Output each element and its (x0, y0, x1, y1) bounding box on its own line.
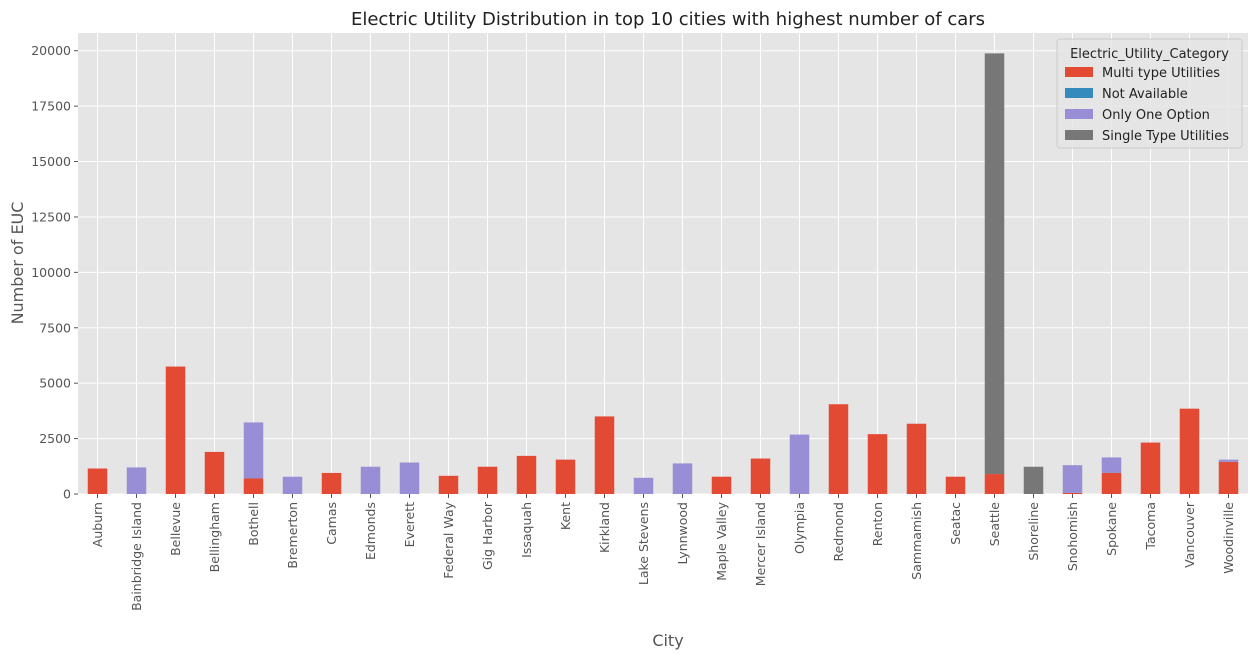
bar-segment (477, 466, 498, 494)
bar-segment (1218, 459, 1239, 462)
plot-background (78, 33, 1248, 494)
bar-segment (984, 474, 1005, 494)
y-tick-label: 20000 (31, 43, 71, 58)
x-tick-label: Seattle (987, 502, 1002, 547)
x-tick-label: Seatac (948, 502, 963, 545)
y-tick-label: 0 (63, 487, 71, 502)
y-tick-label: 15000 (31, 154, 71, 169)
bar-segment (906, 423, 927, 494)
legend-swatch (1065, 67, 1093, 77)
legend-box (1056, 38, 1243, 149)
y-tick-label: 7500 (39, 320, 71, 335)
y-tick-label: 12500 (31, 209, 71, 224)
bar-segment (321, 472, 342, 494)
x-tick-label: Sammamish (909, 502, 924, 580)
x-tick-label: Bellingham (207, 502, 222, 572)
bar-segment (555, 459, 576, 494)
x-tick-label: Bainbridge Island (129, 502, 144, 611)
bar-segment (1218, 461, 1239, 494)
legend-title: Electric_Utility_Category (1070, 47, 1229, 62)
x-tick-label: Bothell (246, 502, 261, 546)
bar-segment (204, 451, 225, 494)
y-axis-label: Number of EUC (8, 202, 27, 325)
bar-segment (789, 434, 810, 494)
legend-entry: Single Type Utilities (1102, 129, 1229, 144)
x-tick-label: Camas (324, 502, 339, 545)
x-tick-label: Issaquah (519, 502, 534, 558)
bar-segment (828, 404, 849, 494)
x-tick-label: Redmond (831, 502, 846, 561)
x-tick-label: Kirkland (597, 502, 612, 553)
x-tick-label: Bellevue (168, 502, 183, 556)
legend: Electric_Utility_Category Multi type Util… (1056, 38, 1243, 149)
bar-segment (945, 476, 966, 494)
bar-segment (282, 476, 303, 494)
bar-segment (360, 466, 381, 494)
bar-segment (87, 468, 108, 494)
bar-segment (399, 462, 420, 494)
x-tick-label: Edmonds (363, 502, 378, 560)
x-tick-label: Maple Valley (714, 501, 729, 580)
bar-segment (165, 366, 186, 494)
x-tick-label: Lake Stevens (636, 502, 651, 585)
x-tick-label: Renton (870, 502, 885, 546)
x-axis-label: City (652, 631, 683, 650)
x-tick-label: Tacoma (1143, 502, 1158, 551)
x-tick-label: Snohomish (1065, 502, 1080, 571)
bar-segment (516, 455, 537, 494)
x-tick-label: Kent (558, 502, 573, 530)
bar-segment (1023, 466, 1044, 494)
bars (87, 53, 1239, 494)
y-tick-label: 5000 (39, 376, 71, 391)
x-tick-label: Spokane (1104, 502, 1119, 556)
bar-segment (672, 463, 693, 494)
bar-segment (1101, 457, 1122, 473)
bar-segment (867, 434, 888, 494)
plot-area (78, 33, 1248, 495)
x-tick-label: Federal Way (441, 501, 456, 578)
bar-segment (1062, 492, 1083, 494)
x-tick-label: Mercer Island (753, 502, 768, 586)
bar-segment (1101, 472, 1122, 494)
x-tick-label: Woodinville (1221, 502, 1236, 574)
legend-swatch (1065, 88, 1093, 98)
bar-segment (438, 475, 459, 494)
x-tick-label: Everett (402, 502, 417, 547)
x-tick-label: Lynnwood (675, 502, 690, 565)
legend-swatch (1065, 130, 1093, 140)
x-tick-label: Bremerton (285, 502, 300, 569)
bar-segment (711, 476, 732, 494)
bar-segment (594, 416, 615, 494)
x-axis: Auburn Bainbridge Island Bellevue Bellingha… (90, 494, 1236, 611)
chart-title: Electric Utility Distribution in top 10 … (351, 9, 985, 30)
bar-segment (1179, 408, 1200, 494)
y-axis: 0 2500 5000 7500 10000 12500 15000 17500 20000 (31, 43, 78, 502)
bar-segment (243, 422, 264, 479)
bar-segment (126, 467, 147, 494)
legend-entry: Only One Option (1102, 108, 1210, 123)
bar-segment (1062, 465, 1083, 493)
x-tick-label: Shoreline (1026, 502, 1041, 561)
y-tick-label: 10000 (31, 265, 71, 280)
x-tick-label: Gig Harbor (480, 501, 495, 570)
x-tick-label: Vancouver (1182, 501, 1197, 568)
bar-segment (633, 477, 654, 494)
x-tick-label: Auburn (90, 502, 105, 547)
bar-segment (984, 53, 1005, 475)
legend-entry: Not Available (1102, 87, 1188, 102)
bar-segment (243, 478, 264, 494)
bar-segment (1140, 442, 1161, 494)
bar-segment (750, 458, 771, 494)
legend-swatch (1065, 109, 1093, 119)
y-tick-label: 17500 (31, 99, 71, 114)
y-tick-label: 2500 (39, 431, 71, 446)
legend-entry: Multi type Utilities (1102, 66, 1220, 81)
x-tick-label: Olympia (792, 502, 807, 554)
